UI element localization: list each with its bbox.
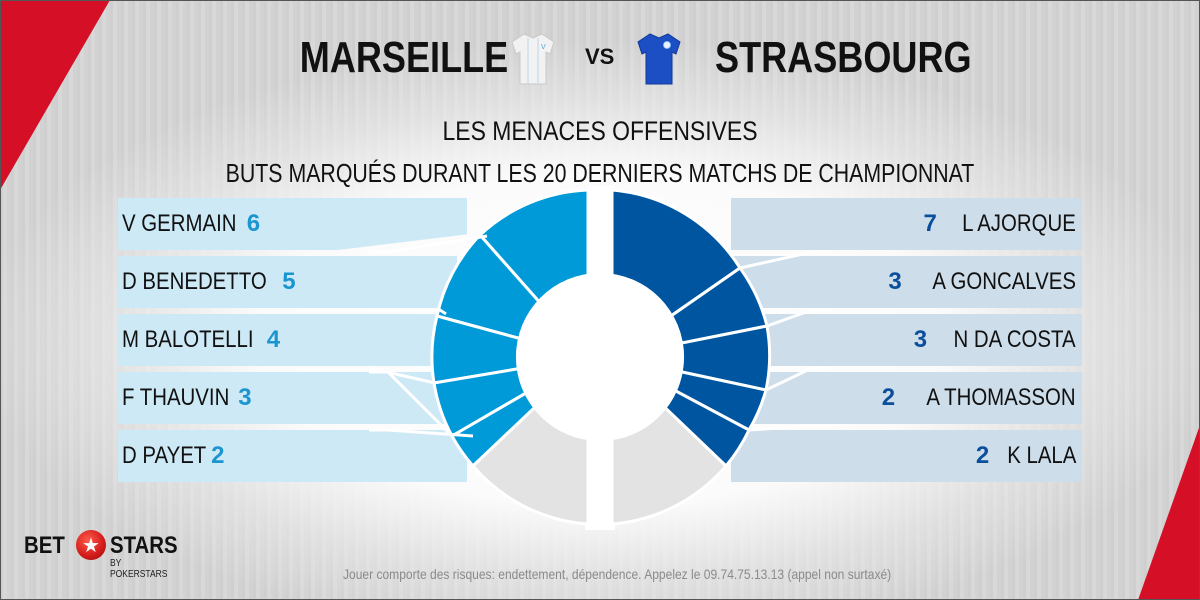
home-player-row: D PAYET 2: [118, 430, 467, 482]
away-player-row: 2 A THOMASSON: [741, 372, 1082, 424]
home-player-row: F THAUVIN 3: [118, 372, 457, 424]
white-jersey-icon: V: [511, 33, 555, 85]
betstars-logo: BET ★ STARS BY POKERSTARS: [24, 530, 178, 580]
soccer-ball-icon: [76, 530, 106, 560]
home-team-name: MARSEILLE: [299, 33, 508, 82]
svg-text:V: V: [541, 44, 546, 51]
chart-title: LES MENACES OFFENSIVES: [442, 116, 758, 146]
gambling-disclaimer: Jouer comporte des risques: endettement,…: [343, 566, 892, 582]
home-player-row: D BENEDETTO 5: [118, 256, 457, 308]
blue-jersey-icon: [637, 33, 681, 85]
star-icon: ★: [82, 535, 100, 557]
away-player-row: 7 L AJORQUE: [731, 198, 1082, 250]
away-team-name: STRASBOURG: [715, 33, 972, 82]
chart-subtitle: BUTS MARQUÉS DURANT LES 20 DERNIERS MATC…: [225, 158, 975, 188]
away-player-row: 2 K LALA: [731, 430, 1082, 482]
away-player-row: 3 N DA COSTA: [741, 314, 1082, 366]
match-header: MARSEILLE V VS STRASBOURG: [0, 30, 1200, 90]
vs-label: VS: [585, 44, 615, 69]
away-player-row: 3 A GONCALVES: [731, 256, 1082, 308]
home-player-row: M BALOTELLI 4: [118, 314, 452, 366]
home-player-row: V GERMAIN 6: [118, 198, 467, 250]
